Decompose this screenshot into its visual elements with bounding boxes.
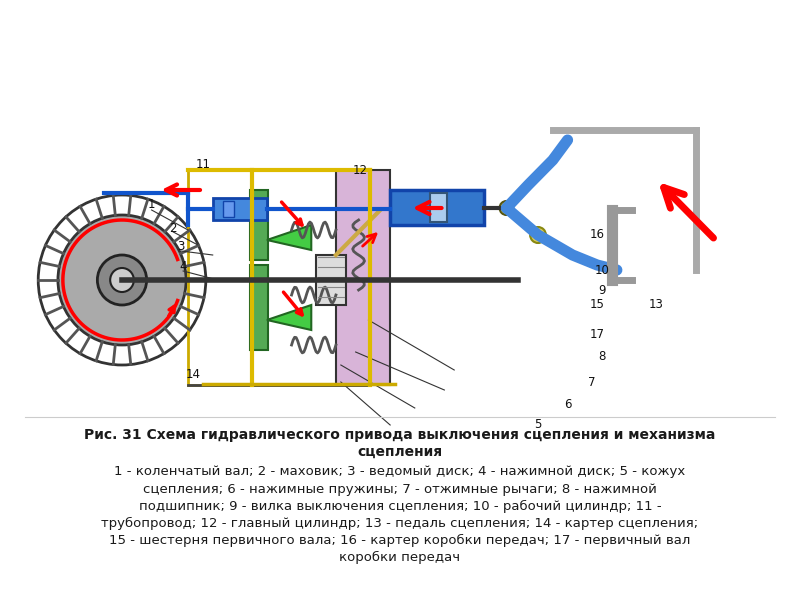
Text: 5: 5 (534, 419, 542, 431)
Polygon shape (267, 305, 311, 330)
Text: 7: 7 (589, 376, 596, 389)
Circle shape (530, 227, 546, 243)
Text: Рис. 31 Схема гидравлического привода выключения сцепления и механизма: Рис. 31 Схема гидравлического привода вы… (84, 428, 716, 442)
Text: 15 - шестерня первичного вала; 16 - картер коробки передач; 17 - первичный вал: 15 - шестерня первичного вала; 16 - карт… (110, 533, 690, 547)
Text: 9: 9 (598, 283, 606, 296)
Text: 10: 10 (594, 263, 610, 277)
Bar (222, 201, 234, 217)
Text: 17: 17 (590, 329, 605, 341)
Text: трубопровод; 12 - главный цилиндр; 13 - педаль сцепления; 14 - картер сцепления;: трубопровод; 12 - главный цилиндр; 13 - … (102, 517, 698, 530)
Circle shape (58, 215, 186, 345)
Text: 13: 13 (649, 298, 664, 311)
Text: 8: 8 (598, 350, 606, 364)
Text: сцепления: сцепления (358, 445, 442, 459)
Text: 1: 1 (148, 199, 155, 211)
Text: 1 - коленчатый вал; 2 - маховик; 3 - ведомый диск; 4 - нажимной диск; 5 - кожух: 1 - коленчатый вал; 2 - маховик; 3 - вед… (114, 466, 686, 479)
Text: коробки передач: коробки передач (339, 550, 461, 563)
Circle shape (98, 255, 146, 305)
Text: 2: 2 (170, 221, 177, 235)
Text: 6: 6 (564, 398, 571, 412)
Text: 15: 15 (590, 298, 605, 311)
Text: подшипник; 9 - вилка выключения сцепления; 10 - рабочий цилиндр; 11 -: подшипник; 9 - вилка выключения сцеплени… (138, 499, 662, 512)
Text: сцепления; 6 - нажимные пружины; 7 - отжимные рычаги; 8 - нажимной: сцепления; 6 - нажимные пружины; 7 - отж… (143, 482, 657, 496)
Text: 12: 12 (353, 163, 368, 176)
Bar (316, 255, 346, 305)
Bar (213, 198, 267, 220)
Text: 14: 14 (186, 368, 201, 382)
Text: 16: 16 (590, 229, 605, 241)
Circle shape (499, 201, 514, 215)
Polygon shape (267, 225, 311, 250)
Text: 4: 4 (179, 260, 187, 274)
Text: 3: 3 (178, 241, 185, 253)
Bar (390, 190, 484, 225)
Circle shape (110, 268, 134, 292)
Text: 11: 11 (195, 158, 210, 172)
Bar (250, 190, 268, 260)
Bar (336, 170, 390, 385)
Bar (430, 193, 447, 222)
Bar (250, 265, 268, 350)
